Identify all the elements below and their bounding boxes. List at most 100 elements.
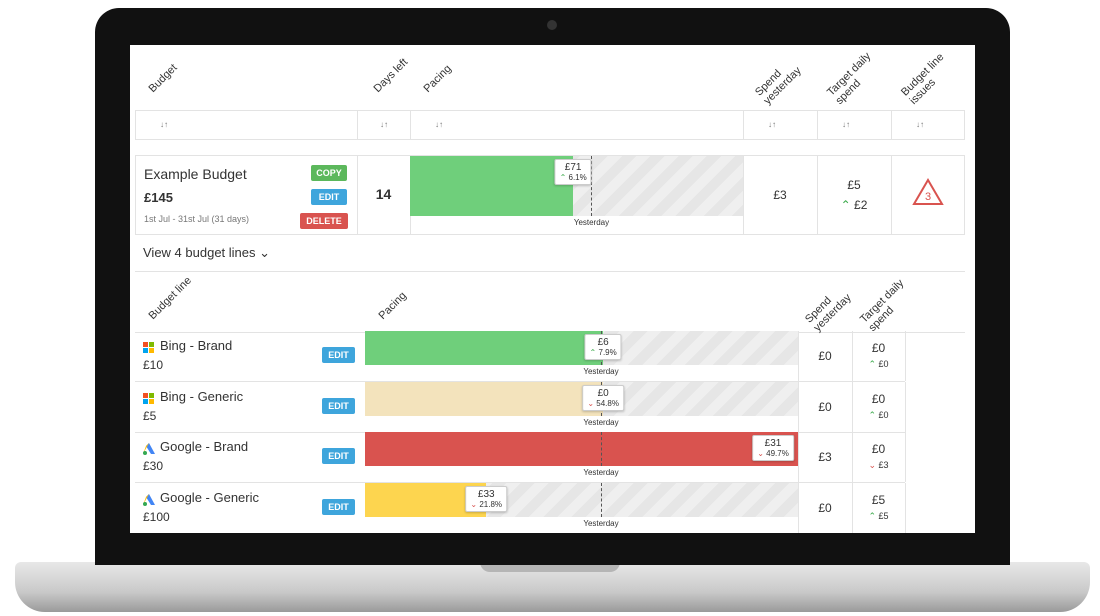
platform-icon [143, 392, 155, 404]
button[interactable]: EDIT [322, 498, 355, 515]
platform-icon [143, 493, 155, 506]
button[interactable]: EDIT [322, 397, 355, 414]
sort-row [135, 110, 965, 140]
pacing-amount: £71 [564, 162, 582, 173]
pacing-change: ⌄ 54.8% [587, 399, 619, 408]
pacing-fill [365, 331, 604, 365]
divider [743, 156, 744, 234]
yesterday-marker [600, 482, 602, 517]
divider [905, 331, 906, 381]
change-value: 21.8% [479, 499, 503, 509]
sort-icon[interactable]: ↓↑ [380, 120, 388, 129]
divider [891, 110, 892, 140]
pacing-fill [365, 381, 604, 416]
pacing-tooltip: £71 ⌃ 6.1% [554, 159, 592, 185]
line-name: Google - Brand [160, 439, 249, 454]
pacing-fill [410, 156, 574, 216]
warning-triangle: 3 [912, 178, 944, 205]
yesterday-label: Yesterday [583, 468, 619, 477]
target-change: ⌄ £3 [852, 460, 905, 471]
budget-line-row: Google - Brand £30 EDIT Yesterday £31 ⌄ 49.7%… [135, 432, 906, 483]
budget-name: Example Budget [144, 166, 247, 182]
trend-arrow: ⌄ [470, 499, 480, 509]
yesterday-label: Yesterday [583, 417, 619, 427]
pacing-tooltip: £6 ⌃ 7.9% [584, 334, 622, 360]
change-value: £5 [878, 510, 889, 521]
pacing-fill [365, 432, 798, 466]
pacing-tooltip: £0 ⌄ 54.8% [582, 384, 624, 411]
pacing-tooltip: £31 ⌄ 49.7% [752, 435, 794, 461]
trend-arrow: ⌃ [868, 510, 879, 521]
pacing-amount: £6 [597, 337, 609, 348]
button[interactable]: DELETE [300, 213, 348, 229]
camera [547, 20, 557, 30]
change-value: £0 [878, 359, 889, 369]
screen: Budget Days left Pacing Spend yesterday Targ… [130, 45, 975, 533]
budget-card: Example Budget £145 1st Jul - 31st Jul (31… [135, 155, 965, 235]
spend-yesterday: £0 [818, 399, 832, 414]
divider [891, 156, 892, 234]
change-value: £3 [878, 460, 889, 470]
pacing-change: ⌃ 7.9% [590, 348, 617, 357]
change-value: 49.7% [766, 449, 789, 458]
divider [817, 110, 818, 140]
divider [357, 156, 358, 234]
divider [798, 482, 799, 533]
divider [852, 381, 853, 432]
sort-icon[interactable]: ↓↑ [842, 120, 850, 129]
target: £0 [871, 391, 886, 406]
divider [798, 381, 799, 432]
line-amount: £5 [143, 408, 157, 423]
trend-arrow: ⌄ [757, 449, 767, 458]
budget-amount: £145 [144, 190, 173, 205]
pacing-change: ⌄ 49.7% [757, 449, 789, 458]
pacing-amount: £0 [597, 387, 609, 399]
button[interactable]: EDIT [311, 189, 347, 205]
issues-icon: 3 [912, 178, 944, 206]
target: £5 [847, 178, 861, 192]
toggle[interactable]: View 4 budget lines ⌄ [143, 245, 271, 260]
trend-arrow: ⌃ [840, 198, 855, 212]
target-change: ⌃ £0 [852, 410, 905, 421]
google-ads-logo [143, 493, 155, 506]
trend-arrow: ⌄ [868, 460, 879, 470]
divider [798, 331, 799, 381]
sort-icon[interactable]: ↓↑ [916, 120, 924, 129]
microsoft-logo [143, 392, 154, 404]
target: £5 [871, 492, 886, 507]
button[interactable]: EDIT [322, 448, 355, 464]
pacing-change: ⌄ 21.8% [470, 500, 502, 509]
sort-icon[interactable]: ↓↑ [768, 120, 776, 129]
divider [852, 482, 853, 533]
divider [905, 381, 906, 432]
trend-arrow: ⌃ [868, 409, 879, 420]
button[interactable]: EDIT [322, 347, 355, 363]
yesterday-marker [591, 156, 593, 216]
divider [798, 432, 799, 482]
line-name: Bing - Generic [160, 388, 244, 404]
laptop-notch [480, 562, 620, 572]
pacing-amount: £33 [477, 488, 495, 500]
platform-icon [143, 442, 155, 455]
sort-icon[interactable]: ↓↑ [160, 120, 168, 129]
target: £0 [871, 341, 886, 355]
line-name: Bing - Brand [160, 338, 233, 353]
divider [905, 482, 906, 533]
change-value: £0 [878, 409, 889, 420]
trend-arrow: ⌃ [559, 173, 569, 182]
pacing-tooltip: £33 ⌄ 21.8% [465, 485, 508, 512]
spend-yesterday: £0 [818, 349, 832, 363]
yesterday-marker [600, 432, 602, 466]
divider [743, 110, 744, 140]
trend-arrow: ⌃ [589, 348, 599, 357]
sort-icon[interactable]: ↓↑ [435, 120, 443, 129]
button[interactable]: COPY [311, 165, 347, 181]
change-value: £2 [854, 198, 868, 212]
target: £0 [871, 442, 886, 456]
target-change: ⌃ £2 [817, 198, 891, 212]
microsoft-logo [143, 342, 154, 353]
platform-icon [143, 341, 155, 353]
line-amount: £10 [143, 358, 164, 372]
divider [410, 110, 411, 140]
